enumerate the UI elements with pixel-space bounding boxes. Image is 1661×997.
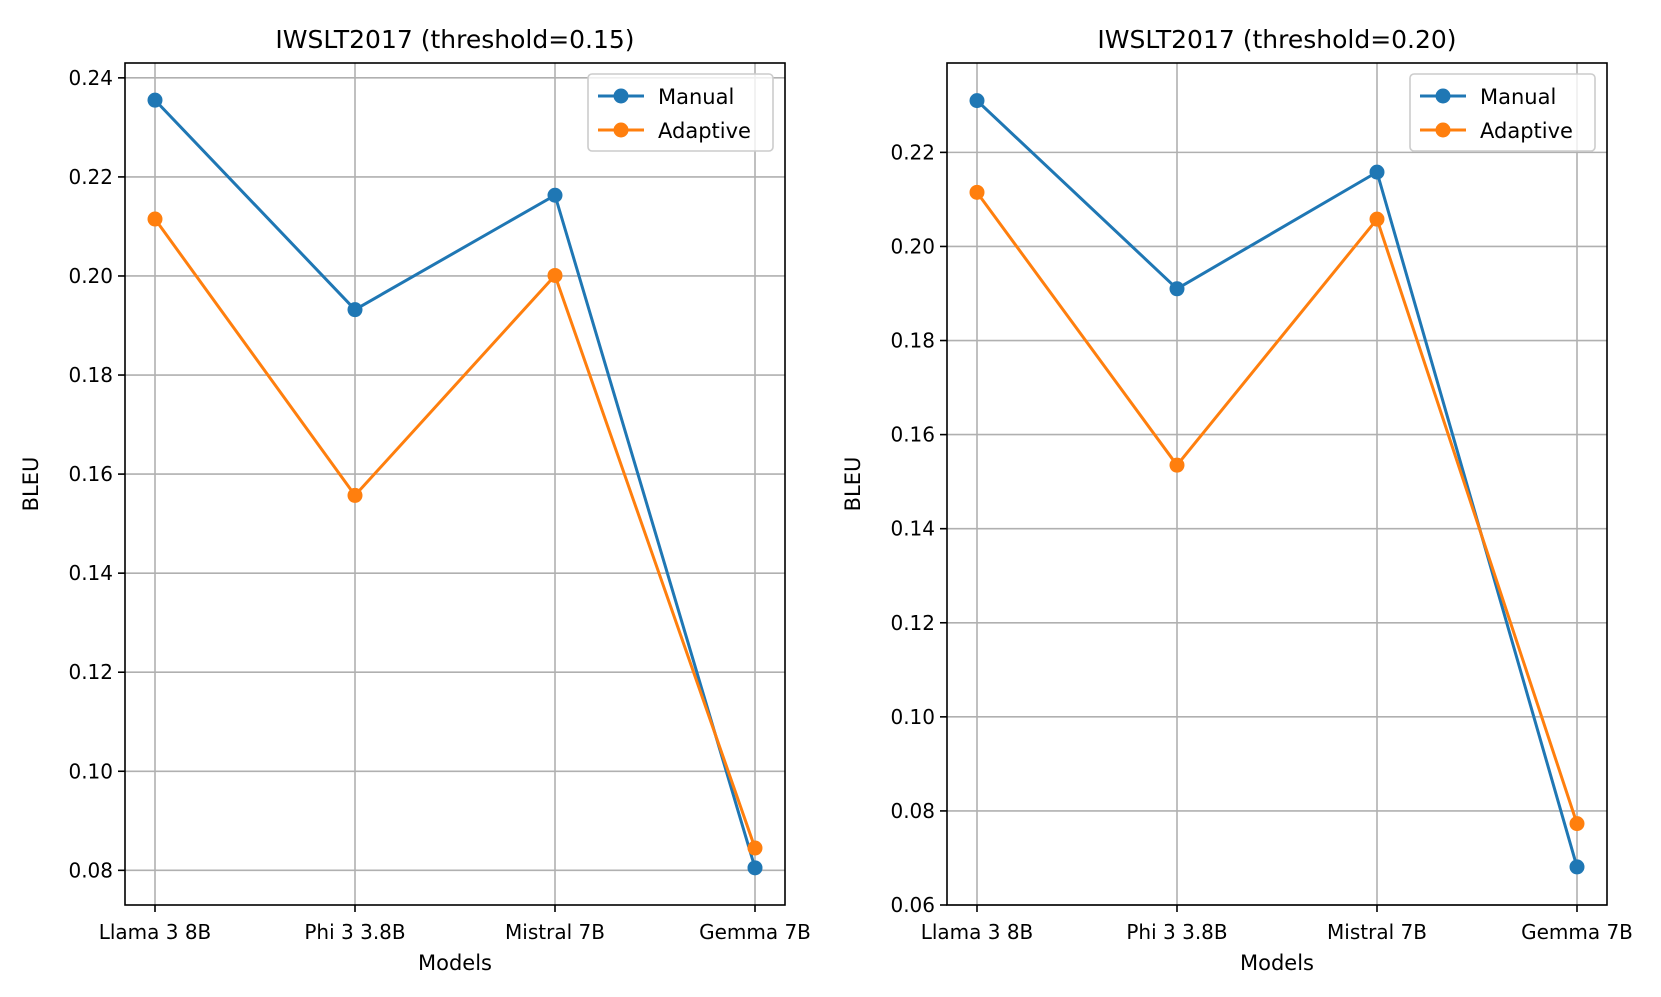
- y-axis-label: BLEU: [841, 457, 865, 512]
- chart-title: IWSLT2017 (threshold=0.20): [1097, 25, 1456, 54]
- data-point-adaptive: [747, 840, 763, 856]
- data-point-manual: [1569, 859, 1585, 875]
- y-axis-label: BLEU: [19, 457, 43, 512]
- chart-panel-2: 0.06 0.08 0.10 0.12 0.14 0.16 0.18 0.20 0.22 Llam…: [841, 25, 1633, 975]
- y-tick-label: 0.16: [68, 462, 113, 486]
- legend-label-manual: Manual: [658, 85, 734, 109]
- y-tick-label: 0.10: [68, 759, 113, 783]
- y-tick-label: 0.14: [890, 517, 935, 541]
- data-point-adaptive: [1369, 211, 1385, 227]
- y-tick-label: 0.24: [68, 66, 113, 90]
- data-point-manual: [747, 860, 763, 876]
- data-point-adaptive: [969, 184, 985, 200]
- y-tick-label: 0.06: [890, 893, 935, 917]
- data-point-manual: [347, 302, 363, 318]
- legend: Manual Adaptive: [1409, 73, 1596, 152]
- x-tick-label: Phi 3 3.8B: [304, 920, 405, 944]
- data-point-adaptive: [547, 267, 563, 283]
- legend-label-manual: Manual: [1480, 85, 1556, 109]
- legend-box: [587, 73, 774, 152]
- legend-box: [1409, 73, 1596, 152]
- legend-marker-adaptive: [613, 122, 629, 138]
- data-point-manual: [1169, 281, 1185, 297]
- plot-frame: [124, 62, 786, 906]
- legend: Manual Adaptive: [587, 73, 774, 152]
- y-tick-label: 0.08: [68, 858, 113, 882]
- y-tick-label: 0.20: [68, 264, 113, 288]
- data-point-manual: [547, 187, 563, 203]
- y-tick-label: 0.22: [890, 140, 935, 164]
- data-point-adaptive: [147, 211, 163, 227]
- x-tick-label: Mistral 7B: [1327, 920, 1427, 944]
- data-point-adaptive: [1169, 457, 1185, 473]
- series-line-adaptive: [153, 218, 757, 849]
- series-line-manual: [153, 99, 757, 869]
- legend-marker-manual: [1435, 88, 1451, 104]
- y-tick-label: 0.22: [68, 165, 113, 189]
- y-tick-label: 0.12: [890, 611, 935, 635]
- y-tick-label: 0.18: [68, 363, 113, 387]
- data-point-manual: [1369, 164, 1385, 180]
- legend-marker-manual: [613, 88, 629, 104]
- x-tick-label: Mistral 7B: [505, 920, 605, 944]
- y-tick-label: 0.16: [890, 423, 935, 447]
- legend-label-adaptive: Adaptive: [658, 119, 751, 143]
- series-line-manual: [975, 99, 1579, 868]
- y-tick-label: 0.12: [68, 660, 113, 684]
- x-tick-label: Gemma 7B: [1521, 920, 1633, 944]
- plot-frame: [946, 62, 1608, 906]
- y-tick-label: 0.20: [890, 234, 935, 258]
- chart-title: IWSLT2017 (threshold=0.15): [275, 25, 634, 54]
- legend-marker-adaptive: [1435, 122, 1451, 138]
- y-tick-label: 0.14: [68, 561, 113, 585]
- y-tick-label: 0.08: [890, 799, 935, 823]
- x-tick-label: Llama 3 8B: [99, 920, 212, 944]
- y-tick-label: 0.10: [890, 705, 935, 729]
- y-tick-label: 0.18: [890, 329, 935, 353]
- data-point-manual: [147, 92, 163, 108]
- x-tick-label: Phi 3 3.8B: [1126, 920, 1227, 944]
- chart-panel-1: 0.08 0.10 0.12 0.14 0.16 0.18 0.20 0.22 0.24 Llam…: [19, 25, 811, 975]
- data-point-adaptive: [1569, 816, 1585, 832]
- legend-label-adaptive: Adaptive: [1480, 119, 1573, 143]
- x-axis-label: Models: [418, 951, 492, 975]
- series-line-adaptive: [975, 191, 1579, 825]
- data-point-adaptive: [347, 487, 363, 503]
- x-tick-label: Llama 3 8B: [921, 920, 1034, 944]
- x-axis-label: Models: [1240, 951, 1314, 975]
- data-point-manual: [969, 93, 985, 109]
- x-tick-label: Gemma 7B: [699, 920, 811, 944]
